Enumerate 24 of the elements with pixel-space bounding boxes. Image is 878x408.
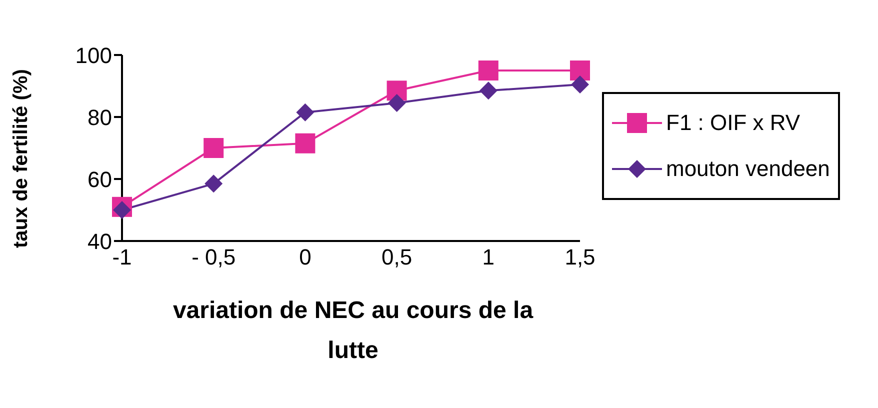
- point: [570, 60, 590, 80]
- legend-label: F1 : OIF x RV: [666, 110, 800, 136]
- x-tick-label: -1: [112, 244, 132, 270]
- point: [479, 82, 498, 100]
- y-tick-label: 80: [88, 104, 112, 130]
- point: [113, 201, 131, 219]
- y-tick-label: 100: [75, 42, 112, 68]
- y-axis-title: taux de fertilité (%): [10, 69, 32, 248]
- x-tick-label: 0,5: [382, 244, 412, 270]
- point: [296, 103, 314, 122]
- point: [388, 94, 406, 112]
- y-tick-label: 40: [88, 228, 112, 254]
- legend-label: mouton vendeen: [666, 156, 830, 182]
- y-tick-label: 60: [88, 166, 112, 192]
- x-tick-label: 1,5: [564, 244, 596, 270]
- x-tick-label: 1: [482, 244, 495, 270]
- x-tick-label: - 0,5: [192, 244, 236, 270]
- point: [204, 174, 223, 193]
- point: [571, 75, 589, 94]
- point: [478, 60, 498, 80]
- point: [204, 138, 224, 158]
- x-axis-title: variation de NEC au cours de la lutte: [172, 296, 534, 366]
- point: [295, 133, 316, 154]
- x-tick-label: 0: [299, 244, 312, 270]
